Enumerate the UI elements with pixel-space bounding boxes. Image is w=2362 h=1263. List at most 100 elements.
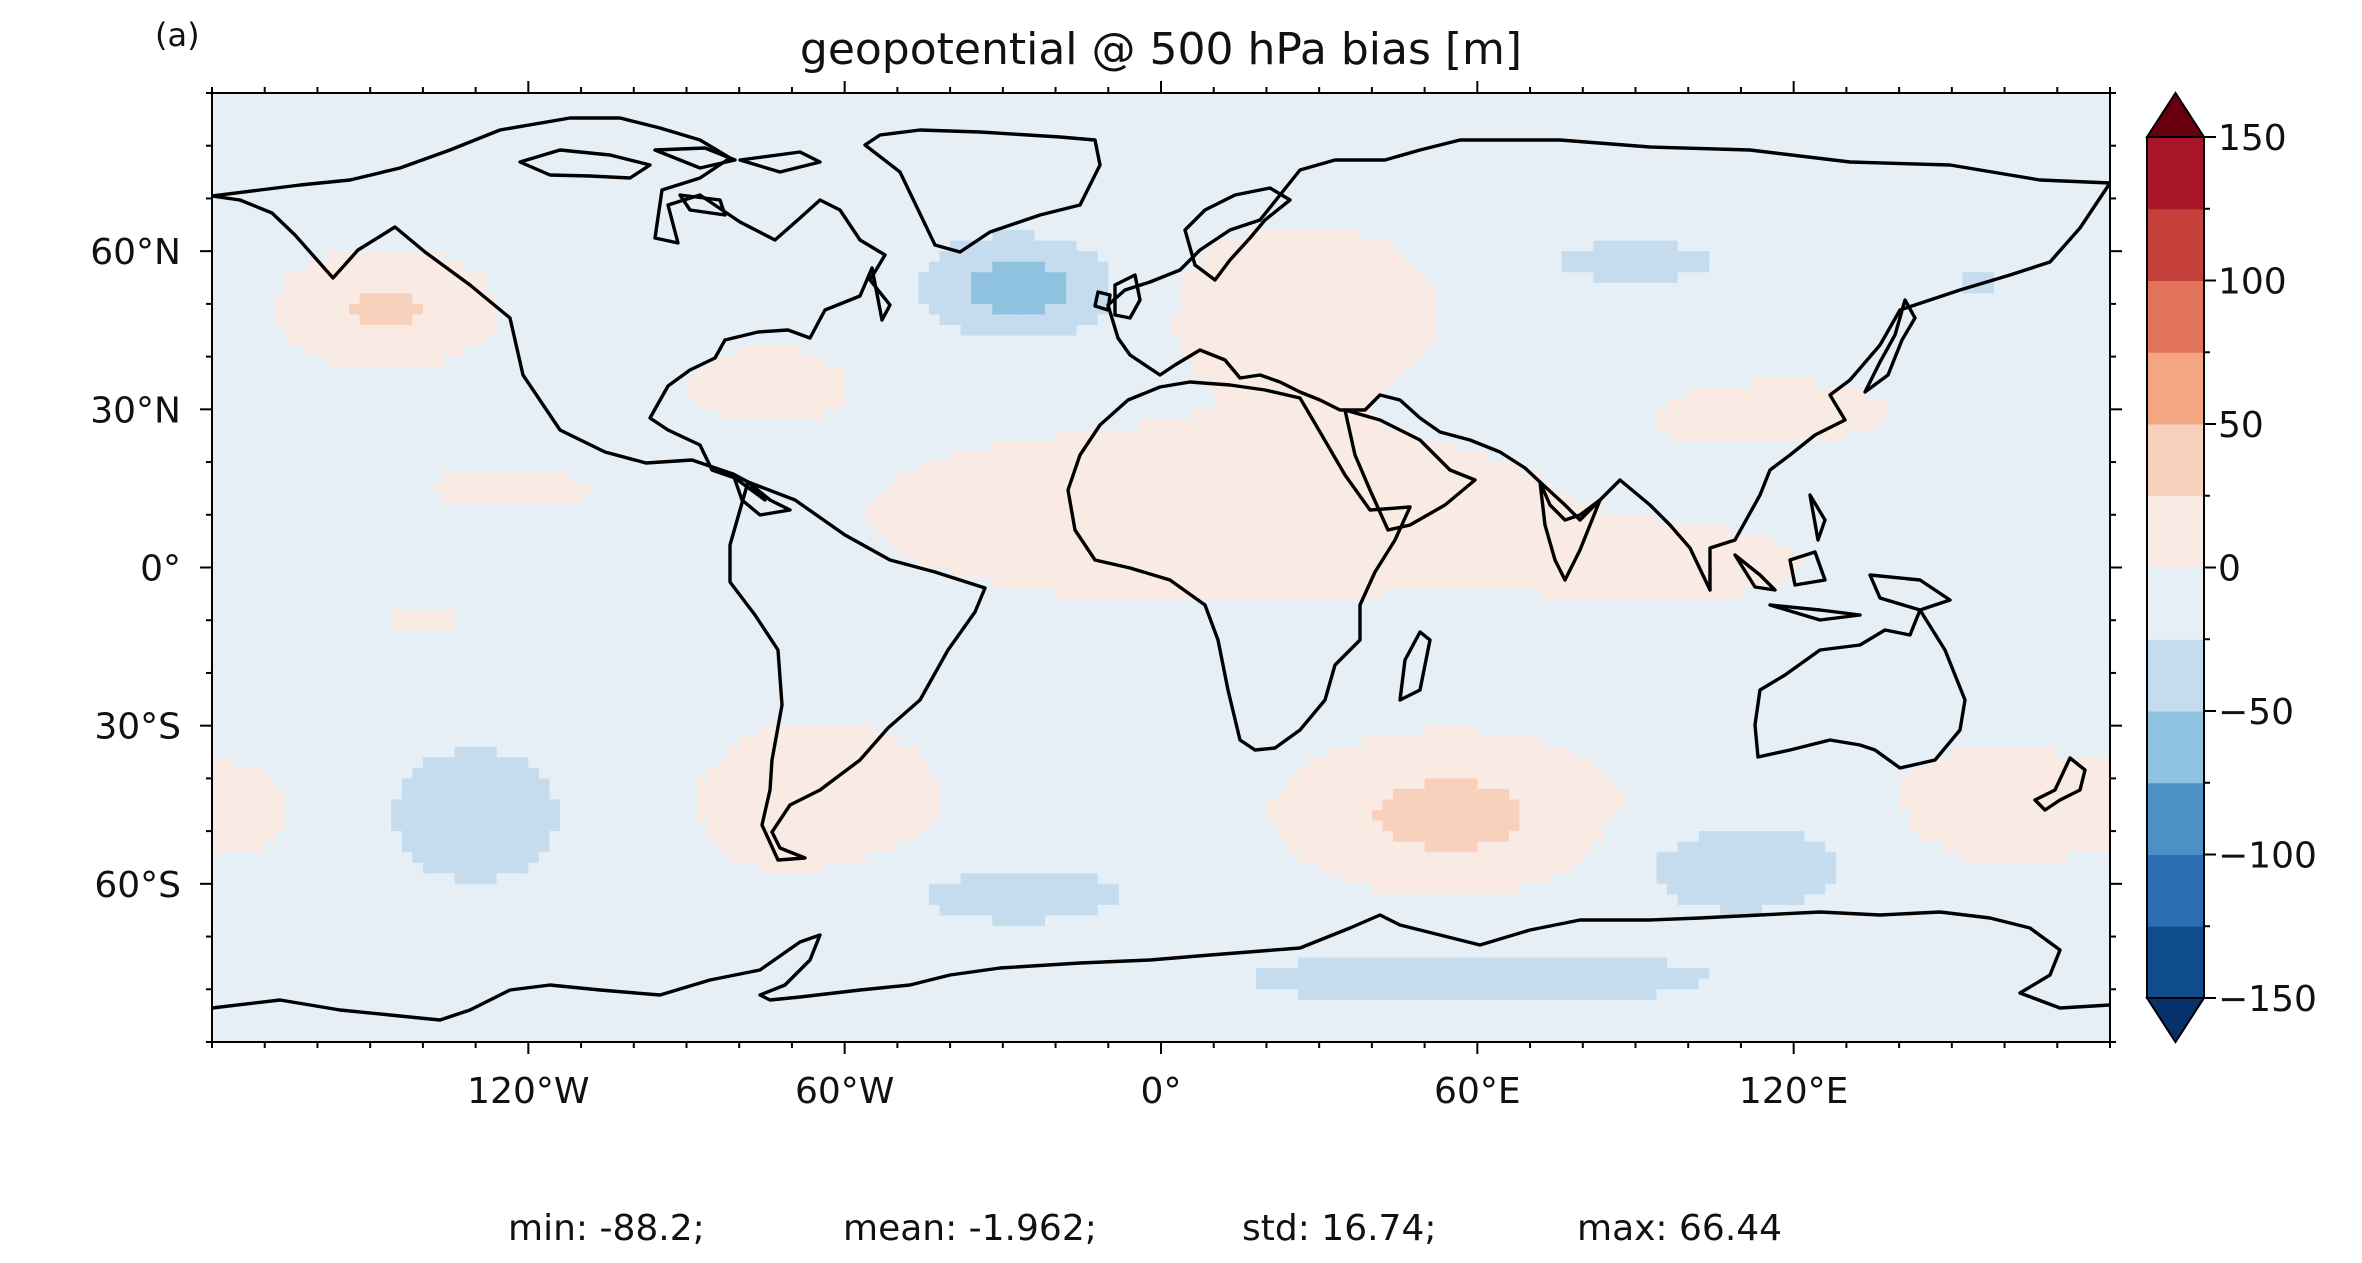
- bias-cell: [1076, 135, 1088, 147]
- bias-cell: [876, 356, 888, 368]
- bias-cell: [1034, 156, 1046, 168]
- bias-cell: [686, 272, 698, 284]
- bias-cell: [886, 261, 898, 273]
- bias-cell: [454, 335, 466, 347]
- bias-cell: [1224, 166, 1236, 178]
- bias-cell: [2015, 230, 2027, 242]
- bias-cell: [422, 261, 435, 273]
- bias-cell: [644, 303, 656, 316]
- bias-cell: [465, 145, 477, 157]
- bias-cell: [1350, 187, 1362, 200]
- bias-cell: [1087, 156, 1099, 168]
- bias-cell: [981, 145, 993, 157]
- bias-cell: [1508, 230, 1521, 242]
- bias-cell: [296, 145, 308, 157]
- bias-cell: [834, 93, 846, 105]
- bias-cell: [718, 135, 730, 147]
- bias-cell: [791, 314, 804, 326]
- bias-cell: [918, 324, 930, 337]
- bias-cell: [1878, 272, 1890, 284]
- bias-cell: [1087, 230, 1099, 242]
- bias-cell: [665, 114, 677, 126]
- bias-cell: [528, 230, 540, 242]
- bias-cell: [1234, 272, 1246, 284]
- bias-cell: [981, 251, 993, 263]
- bias-cell: [275, 261, 287, 273]
- bias-cell: [1329, 303, 1341, 316]
- bias-cell: [1941, 187, 1953, 200]
- bias-cell: [1203, 293, 1215, 305]
- bias-cell: [1994, 324, 2006, 337]
- bias-cell: [1930, 103, 1942, 115]
- bias-cell: [1002, 198, 1014, 210]
- bias-cell: [813, 356, 825, 368]
- bias-cell: [907, 367, 920, 379]
- bias-cell: [623, 230, 635, 242]
- bias-cell: [1951, 177, 1963, 189]
- bias-cell: [1846, 208, 1858, 221]
- bias-cell: [1076, 230, 1088, 242]
- bias-cell: [2099, 324, 2110, 337]
- bias-cell: [1951, 187, 1963, 200]
- bias-cell: [1846, 282, 1858, 294]
- bias-cell: [950, 198, 962, 210]
- bias-cell: [338, 251, 350, 263]
- bias-cell: [1319, 367, 1331, 379]
- bias-cell: [739, 145, 751, 157]
- bias-cell: [1276, 335, 1289, 347]
- bias-cell: [1308, 187, 1320, 200]
- bias-cell: [507, 356, 519, 368]
- bias-cell: [2004, 208, 2016, 221]
- bias-cell: [1456, 272, 1468, 284]
- bias-cell: [496, 114, 508, 126]
- bias-cell: [1530, 377, 1542, 389]
- bias-cell: [1213, 240, 1225, 252]
- bias-cell: [1825, 230, 1837, 242]
- bias-cell: [1920, 314, 1932, 326]
- bias-cell: [1097, 314, 1109, 326]
- bias-cell: [813, 187, 825, 200]
- bias-cell: [327, 198, 340, 210]
- bias-cell: [443, 208, 456, 221]
- bias-cell: [992, 198, 1004, 210]
- bias-cell: [602, 367, 614, 379]
- bias-cell: [549, 272, 561, 284]
- bias-cell: [728, 314, 740, 326]
- bias-cell: [1582, 103, 1594, 115]
- bias-cell: [1129, 251, 1141, 263]
- bias-cell: [623, 251, 635, 263]
- bias-cell: [222, 124, 234, 136]
- bias-cell: [1783, 356, 1795, 368]
- bias-cell: [338, 145, 350, 157]
- bias-cell: [1994, 219, 2006, 231]
- bias-cell: [1266, 272, 1278, 284]
- bias-cell: [422, 367, 435, 379]
- bias-cell: [1435, 314, 1447, 326]
- bias-cell: [1087, 145, 1099, 157]
- bias-cell: [212, 377, 224, 389]
- bias-cell: [359, 219, 371, 231]
- bias-cell: [1445, 156, 1457, 168]
- bias-cell: [781, 293, 793, 305]
- bias-cell: [1203, 177, 1215, 189]
- bias-cell: [1930, 135, 1942, 147]
- bias-cell: [1435, 261, 1447, 273]
- bias-cell: [443, 93, 456, 105]
- bias-cell: [1772, 346, 1784, 358]
- bias-cell: [1414, 166, 1426, 178]
- bias-cell: [486, 335, 498, 347]
- bias-cell: [992, 314, 1004, 326]
- bias-cell: [760, 166, 772, 178]
- bias-cell: [1530, 198, 1542, 210]
- bias-cell: [1740, 187, 1753, 200]
- bias-cell: [222, 356, 234, 368]
- bias-cell: [791, 377, 804, 389]
- bias-cell: [929, 272, 941, 284]
- bias-cell: [338, 124, 350, 136]
- bias-cell: [443, 314, 456, 326]
- bias-cell: [876, 324, 888, 337]
- bias-cell: [728, 177, 740, 189]
- bias-cell: [886, 335, 898, 347]
- bias-cell: [538, 198, 551, 210]
- bias-cell: [1192, 114, 1204, 126]
